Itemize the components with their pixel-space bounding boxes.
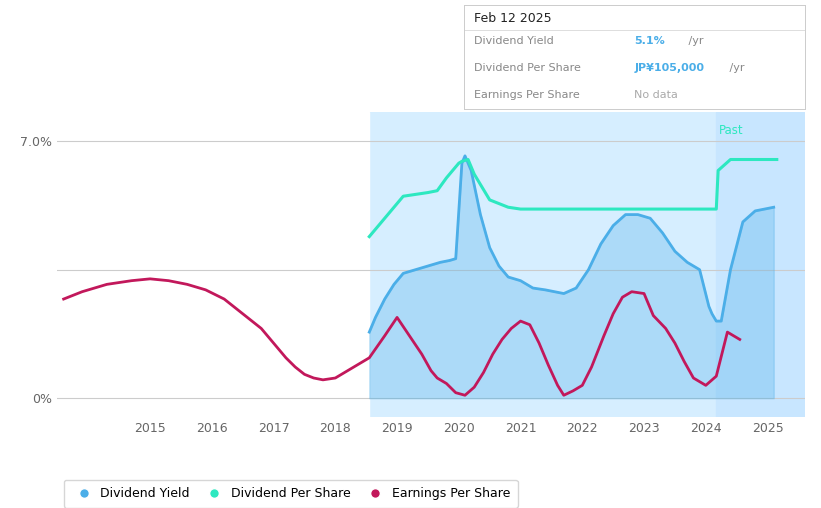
Text: /yr: /yr	[686, 37, 704, 46]
Bar	[369, 112, 716, 417]
Text: 5.1%: 5.1%	[635, 37, 665, 46]
Text: Dividend Yield: Dividend Yield	[474, 37, 554, 46]
Legend: Dividend Yield, Dividend Per Share, Earnings Per Share: Dividend Yield, Dividend Per Share, Earn…	[64, 480, 517, 508]
Text: Past: Past	[719, 124, 744, 138]
Text: No data: No data	[635, 90, 678, 101]
Text: JP¥105,000: JP¥105,000	[635, 64, 704, 73]
Text: Earnings Per Share: Earnings Per Share	[474, 90, 580, 101]
Bar	[57, 112, 369, 417]
Text: Feb 12 2025: Feb 12 2025	[474, 12, 552, 25]
Bar	[716, 112, 805, 417]
Text: Dividend Per Share: Dividend Per Share	[474, 64, 581, 73]
Text: /yr: /yr	[727, 64, 745, 73]
